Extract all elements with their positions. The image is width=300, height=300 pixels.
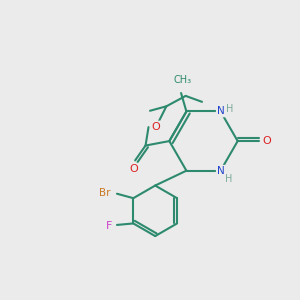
Text: O: O (129, 164, 138, 174)
Text: O: O (262, 136, 271, 146)
Text: Br: Br (99, 188, 111, 198)
Text: F: F (106, 221, 112, 231)
Text: N: N (217, 106, 224, 116)
Text: O: O (152, 122, 160, 131)
Text: N: N (217, 166, 224, 176)
Text: H: H (226, 103, 234, 113)
Text: CH₃: CH₃ (173, 75, 192, 85)
Text: H: H (225, 174, 233, 184)
